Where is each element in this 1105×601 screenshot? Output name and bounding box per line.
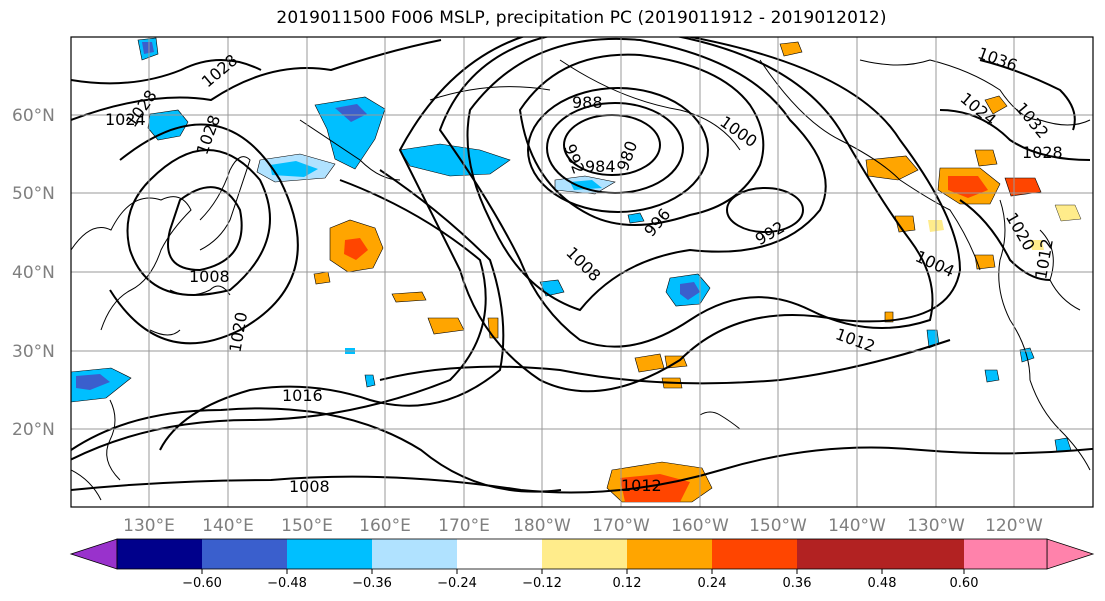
colorbar-segment	[117, 539, 202, 569]
colorbar-tick-label: −0.24	[437, 576, 477, 591]
lat-label: 40°N	[12, 263, 55, 283]
figure-title: 2019011500 F006 MSLP, precipitation PC (…	[276, 8, 887, 28]
lon-label: 140°W	[828, 516, 886, 536]
colorbar-segment	[287, 539, 372, 569]
longitude-labels: 130°E 140°E 150°E 160°E 170°E 180°W 170°…	[123, 516, 1043, 536]
colorbar-segment	[797, 539, 882, 569]
colorbar-tick-label: 0.36	[783, 576, 812, 591]
contour-label: 1024	[105, 110, 146, 129]
lon-label: 150°W	[749, 516, 807, 536]
colorbar-extend-low	[69, 538, 118, 570]
colorbar-segment	[627, 539, 712, 569]
colorbar-tick-label: −0.36	[352, 576, 392, 591]
colorbar-tick-label: −0.12	[522, 576, 562, 591]
lon-label: 140°E	[202, 516, 254, 536]
lon-label: 130°E	[123, 516, 175, 536]
colorbar-tick-label: −0.60	[182, 576, 222, 591]
colorbar-tick-label: 0.12	[613, 576, 642, 591]
contour-label: 1016	[282, 386, 323, 405]
lat-label: 50°N	[12, 184, 55, 204]
contour-label: 1028	[1022, 143, 1063, 162]
contour-label: 1008	[189, 267, 230, 286]
colorbar-tick-label: 0.24	[698, 576, 727, 591]
contour-label: 1008	[289, 477, 330, 496]
graticule	[71, 37, 1093, 507]
contour-label: 988	[572, 93, 603, 112]
colorbar-segment	[202, 539, 287, 569]
lon-label: 160°E	[359, 516, 411, 536]
colorbar-tick-label: 0.48	[868, 576, 897, 591]
colorbar-tick-label: 0.60	[950, 576, 979, 591]
lon-label: 170°W	[592, 516, 650, 536]
lon-label: 130°W	[907, 516, 965, 536]
colorbar: −0.60 −0.48 −0.36 −0.24 −0.12 0.12 0.24 …	[69, 538, 1095, 591]
colorbar-extend-high	[1046, 538, 1095, 570]
lat-label: 60°N	[12, 106, 55, 126]
lon-label: 160°W	[671, 516, 729, 536]
colorbar-tick-label: −0.48	[267, 576, 307, 591]
latitude-labels: 60°N 50°N 40°N 30°N 20°N	[12, 106, 55, 440]
lon-label: 150°E	[281, 516, 333, 536]
contour-label: 984	[585, 157, 616, 176]
lon-label: 120°W	[985, 516, 1043, 536]
colorbar-segment	[964, 539, 1047, 569]
colorbar-segment	[372, 539, 457, 569]
lon-label: 170°E	[438, 516, 490, 536]
precip-positive-areas	[313, 41, 1082, 503]
colorbar-segment	[712, 539, 797, 569]
contour-label: 1012	[621, 476, 662, 495]
colorbar-segment	[457, 539, 542, 569]
coastlines	[71, 59, 1091, 501]
mslp-contours	[71, 37, 1093, 494]
map-frame	[70, 36, 1094, 508]
colorbar-segment	[882, 539, 964, 569]
colorbar-tick-labels: −0.60 −0.48 −0.36 −0.24 −0.12 0.12 0.24 …	[182, 569, 978, 591]
lat-label: 30°N	[12, 342, 55, 362]
lat-label: 20°N	[12, 420, 55, 440]
lon-label: 180°W	[513, 516, 571, 536]
colorbar-segment	[542, 539, 627, 569]
